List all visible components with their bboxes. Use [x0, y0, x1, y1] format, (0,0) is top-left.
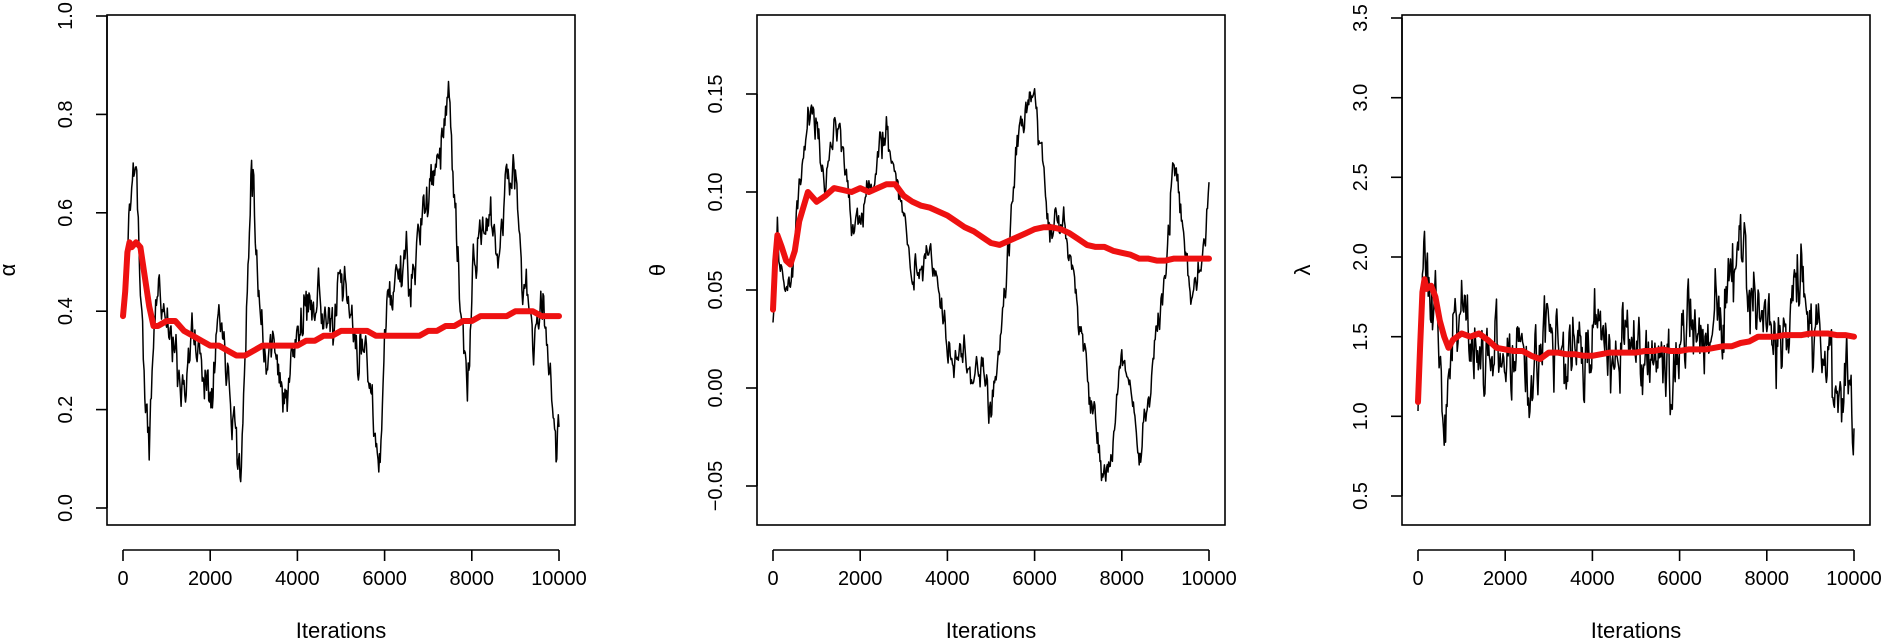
y-axis: −0.05 0.00 0.05 0.10 0.15 [705, 75, 758, 512]
y-tick-label: 0.4 [55, 297, 77, 325]
y-tick-label: 1.0 [1350, 402, 1372, 430]
x-axis-title: Iterations [296, 618, 387, 642]
y-tick-label: −0.05 [705, 461, 727, 512]
y-tick-label: 1.5 [1350, 323, 1372, 351]
x-tick-label: 8000 [1745, 568, 1790, 590]
y-tick-label: 0.2 [55, 396, 77, 424]
y-tick-label: 0.05 [705, 271, 727, 310]
y-axis-title: λ [1290, 265, 1315, 276]
y-tick-label: 1.0 [55, 2, 77, 30]
x-tick-label: 4000 [925, 568, 970, 590]
x-axis-title: Iterations [1591, 618, 1682, 642]
x-tick-label: 2000 [838, 568, 883, 590]
y-axis-title: α [0, 263, 20, 276]
plot-frame [756, 14, 1226, 526]
y-tick-label: 0.15 [705, 75, 727, 114]
y-axis: 0.0 0.2 0.4 0.6 0.8 1.0 [55, 2, 108, 522]
y-tick-label: 0.0 [55, 494, 77, 522]
x-tick-label: 0 [117, 568, 128, 590]
x-tick-label: 4000 [1570, 568, 1615, 590]
x-tick-label: 6000 [362, 568, 407, 590]
x-axis: 0 2000 4000 6000 8000 10000 [767, 549, 1237, 590]
y-tick-label: 2.5 [1350, 163, 1372, 191]
x-tick-label: 10000 [1181, 568, 1237, 590]
y-tick-label: 0.6 [55, 199, 77, 227]
running-mean-line [120, 239, 562, 359]
x-tick-label: 4000 [275, 568, 320, 590]
running-mean-line [1415, 276, 1857, 405]
trace-line [1417, 213, 1855, 456]
x-tick-label: 6000 [1657, 568, 1702, 590]
running-mean-line [770, 181, 1212, 313]
y-tick-label: 0.10 [705, 173, 727, 212]
x-tick-label: 2000 [1483, 568, 1528, 590]
x-axis: 0 2000 4000 6000 8000 10000 [1412, 549, 1882, 590]
y-axis-title: θ [645, 264, 670, 276]
x-axis: 0 2000 4000 6000 8000 10000 [117, 549, 587, 590]
x-axis-title: Iterations [946, 618, 1037, 642]
y-tick-label: 3.0 [1350, 84, 1372, 112]
x-tick-label: 2000 [188, 568, 233, 590]
trace-line [772, 87, 1210, 482]
y-tick-label: 3.5 [1350, 4, 1372, 32]
x-tick-label: 0 [767, 568, 778, 590]
panel-lambda: 0 2000 4000 6000 8000 10000 0.5 1.0 1.5 … [1290, 4, 1882, 642]
panel-alpha: 0 2000 4000 6000 8000 10000 0.0 0.2 0.4 … [0, 2, 587, 642]
x-tick-label: 0 [1412, 568, 1423, 590]
y-tick-label: 0.00 [705, 369, 727, 408]
y-tick-label: 0.5 [1350, 482, 1372, 510]
x-tick-label: 10000 [1826, 568, 1882, 590]
y-axis: 0.5 1.0 1.5 2.0 2.5 3.0 3.5 [1350, 4, 1403, 510]
x-tick-label: 6000 [1012, 568, 1057, 590]
trace-line [122, 80, 560, 483]
y-tick-label: 0.8 [55, 100, 77, 128]
y-tick-label: 2.0 [1350, 243, 1372, 271]
x-tick-label: 8000 [1100, 568, 1145, 590]
x-tick-label: 8000 [450, 568, 495, 590]
x-tick-label: 10000 [531, 568, 587, 590]
panel-theta: 0 2000 4000 6000 8000 10000 −0.05 0.00 0… [645, 14, 1237, 642]
